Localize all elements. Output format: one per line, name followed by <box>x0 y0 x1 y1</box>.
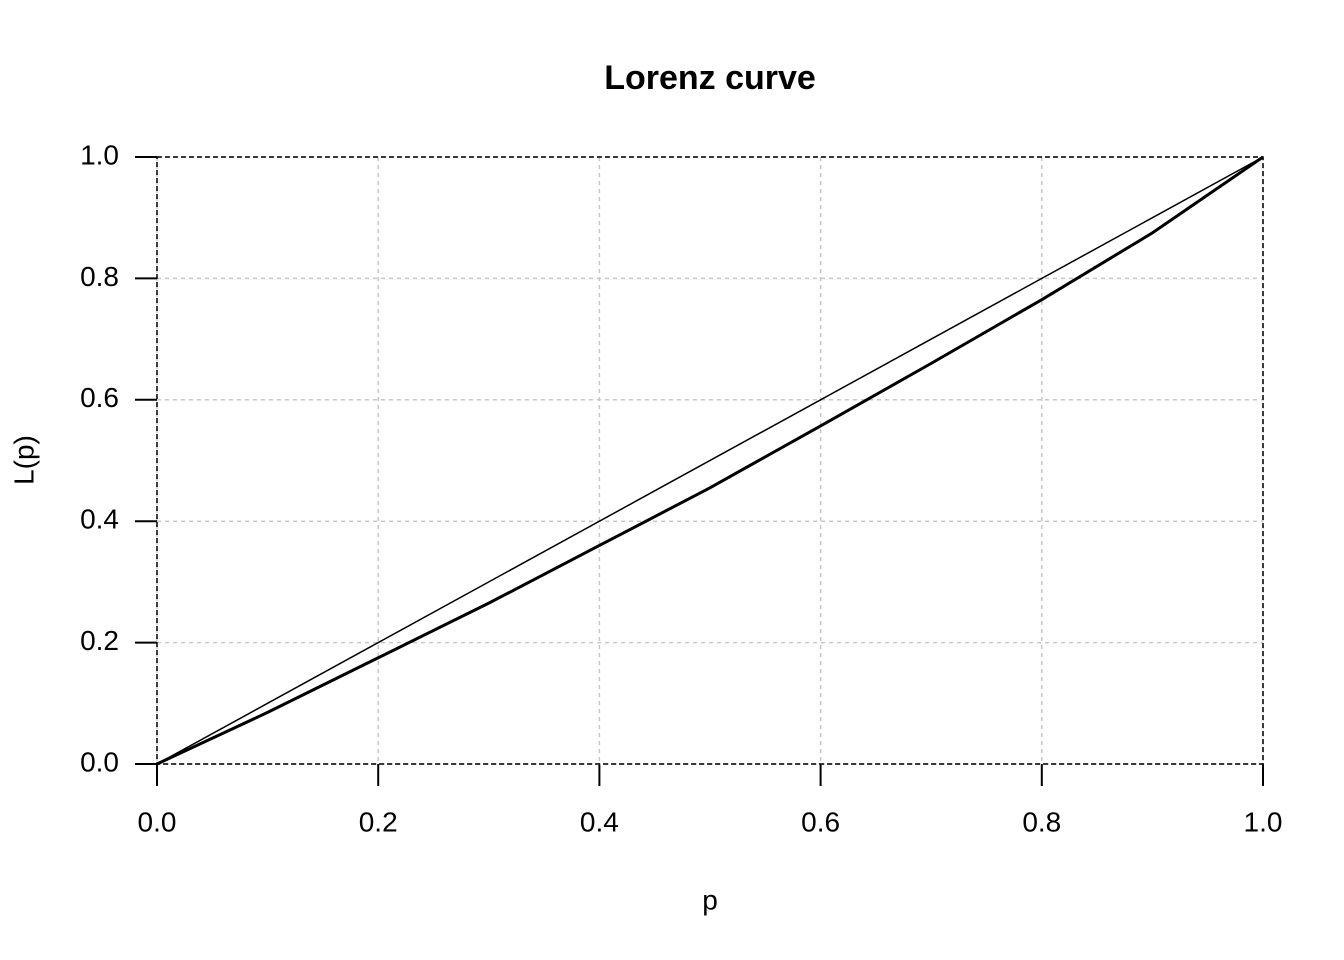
series-line <box>156 155 1264 766</box>
x-tick-label: 0.4 <box>580 806 619 837</box>
plot-frame <box>156 156 1264 765</box>
x-tick-label: 0.8 <box>1022 806 1061 837</box>
y-tick-label: 0.4 <box>80 504 119 535</box>
x-tick-label: 0.0 <box>138 806 177 837</box>
chart-title: Lorenz curve <box>604 59 816 97</box>
x-tick-label: 0.2 <box>359 806 398 837</box>
y-tick-label: 1.0 <box>80 139 119 170</box>
y-tick-label: 0.8 <box>80 261 119 292</box>
series-line <box>156 156 1264 765</box>
x-tick-label: 1.0 <box>1244 806 1283 837</box>
y-tick-label: 0.6 <box>80 382 119 413</box>
x-tick-label: 0.6 <box>801 806 840 837</box>
x-axis-title: p <box>702 884 718 915</box>
y-axis-title: L(p) <box>8 435 39 485</box>
y-tick-label: 0.0 <box>80 746 119 777</box>
y-tick-label: 0.2 <box>80 625 119 656</box>
